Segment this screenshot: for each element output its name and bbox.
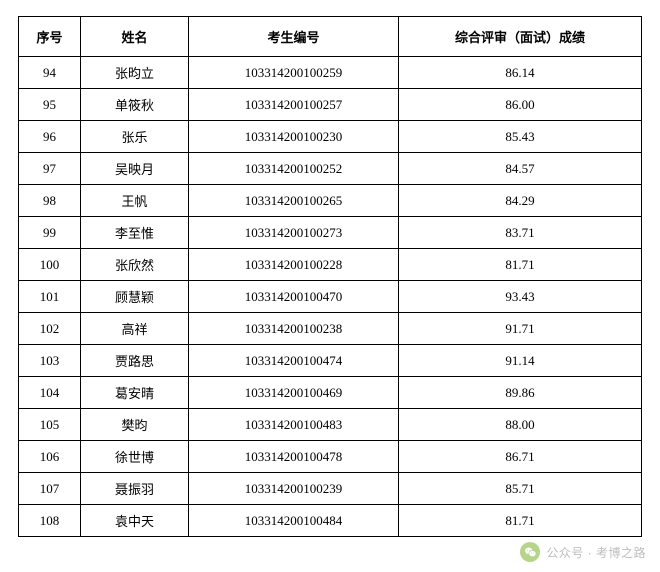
cell-candidate-id: 103314200100484 (189, 505, 399, 537)
cell-name: 张欣然 (81, 249, 189, 281)
cell-index: 94 (19, 57, 81, 89)
cell-score: 93.43 (399, 281, 642, 313)
cell-candidate-id: 103314200100469 (189, 377, 399, 409)
col-header-index: 序号 (19, 17, 81, 57)
watermark: 公众号 · 考博之路 (520, 542, 646, 562)
cell-score: 81.71 (399, 505, 642, 537)
table-row: 96张乐10331420010023085.43 (19, 121, 642, 153)
cell-candidate-id: 103314200100228 (189, 249, 399, 281)
wechat-icon (520, 542, 540, 562)
table-header-row: 序号 姓名 考生编号 综合评审（面试）成绩 (19, 17, 642, 57)
table-row: 107聂振羽10331420010023985.71 (19, 473, 642, 505)
cell-name: 高祥 (81, 313, 189, 345)
col-header-candidate-id: 考生编号 (189, 17, 399, 57)
cell-name: 李至惟 (81, 217, 189, 249)
table-row: 104葛安晴10331420010046989.86 (19, 377, 642, 409)
table-row: 103贾路思10331420010047491.14 (19, 345, 642, 377)
cell-score: 85.43 (399, 121, 642, 153)
cell-score: 84.57 (399, 153, 642, 185)
table-row: 99李至惟10331420010027383.71 (19, 217, 642, 249)
cell-name: 贾路思 (81, 345, 189, 377)
table-row: 94张昀立10331420010025986.14 (19, 57, 642, 89)
cell-name: 聂振羽 (81, 473, 189, 505)
cell-candidate-id: 103314200100470 (189, 281, 399, 313)
cell-index: 96 (19, 121, 81, 153)
cell-index: 98 (19, 185, 81, 217)
cell-candidate-id: 103314200100273 (189, 217, 399, 249)
table-row: 100张欣然10331420010022881.71 (19, 249, 642, 281)
cell-index: 108 (19, 505, 81, 537)
table-row: 108袁中天10331420010048481.71 (19, 505, 642, 537)
cell-score: 88.00 (399, 409, 642, 441)
cell-index: 99 (19, 217, 81, 249)
cell-index: 103 (19, 345, 81, 377)
cell-name: 葛安晴 (81, 377, 189, 409)
cell-candidate-id: 103314200100230 (189, 121, 399, 153)
cell-candidate-id: 103314200100257 (189, 89, 399, 121)
cell-candidate-id: 103314200100252 (189, 153, 399, 185)
watermark-text: 公众号 · 考博之路 (546, 544, 646, 561)
cell-score: 81.71 (399, 249, 642, 281)
cell-name: 吴映月 (81, 153, 189, 185)
cell-index: 95 (19, 89, 81, 121)
cell-score: 83.71 (399, 217, 642, 249)
cell-score: 85.71 (399, 473, 642, 505)
cell-index: 102 (19, 313, 81, 345)
cell-score: 86.00 (399, 89, 642, 121)
table-row: 98王帆10331420010026584.29 (19, 185, 642, 217)
cell-score: 91.14 (399, 345, 642, 377)
table-row: 106徐世博10331420010047886.71 (19, 441, 642, 473)
table-row: 97吴映月10331420010025284.57 (19, 153, 642, 185)
cell-name: 顾慧颖 (81, 281, 189, 313)
table-row: 102高祥10331420010023891.71 (19, 313, 642, 345)
cell-index: 104 (19, 377, 81, 409)
cell-index: 97 (19, 153, 81, 185)
cell-candidate-id: 103314200100239 (189, 473, 399, 505)
cell-name: 张昀立 (81, 57, 189, 89)
cell-score: 91.71 (399, 313, 642, 345)
table-body: 94张昀立10331420010025986.1495单筱秋1033142001… (19, 57, 642, 537)
cell-index: 105 (19, 409, 81, 441)
table-row: 101顾慧颖10331420010047093.43 (19, 281, 642, 313)
cell-name: 樊昀 (81, 409, 189, 441)
cell-index: 100 (19, 249, 81, 281)
cell-name: 袁中天 (81, 505, 189, 537)
cell-candidate-id: 103314200100474 (189, 345, 399, 377)
cell-candidate-id: 103314200100483 (189, 409, 399, 441)
cell-score: 86.14 (399, 57, 642, 89)
results-table: 序号 姓名 考生编号 综合评审（面试）成绩 94张昀立1033142001002… (18, 16, 642, 537)
cell-index: 107 (19, 473, 81, 505)
table-row: 105樊昀10331420010048388.00 (19, 409, 642, 441)
col-header-score: 综合评审（面试）成绩 (399, 17, 642, 57)
cell-index: 106 (19, 441, 81, 473)
cell-name: 张乐 (81, 121, 189, 153)
cell-candidate-id: 103314200100265 (189, 185, 399, 217)
cell-candidate-id: 103314200100478 (189, 441, 399, 473)
page-container: 序号 姓名 考生编号 综合评审（面试）成绩 94张昀立1033142001002… (0, 0, 660, 572)
cell-candidate-id: 103314200100238 (189, 313, 399, 345)
cell-score: 84.29 (399, 185, 642, 217)
table-row: 95单筱秋10331420010025786.00 (19, 89, 642, 121)
cell-name: 徐世博 (81, 441, 189, 473)
col-header-name: 姓名 (81, 17, 189, 57)
cell-score: 89.86 (399, 377, 642, 409)
cell-index: 101 (19, 281, 81, 313)
cell-name: 单筱秋 (81, 89, 189, 121)
cell-score: 86.71 (399, 441, 642, 473)
cell-candidate-id: 103314200100259 (189, 57, 399, 89)
cell-name: 王帆 (81, 185, 189, 217)
